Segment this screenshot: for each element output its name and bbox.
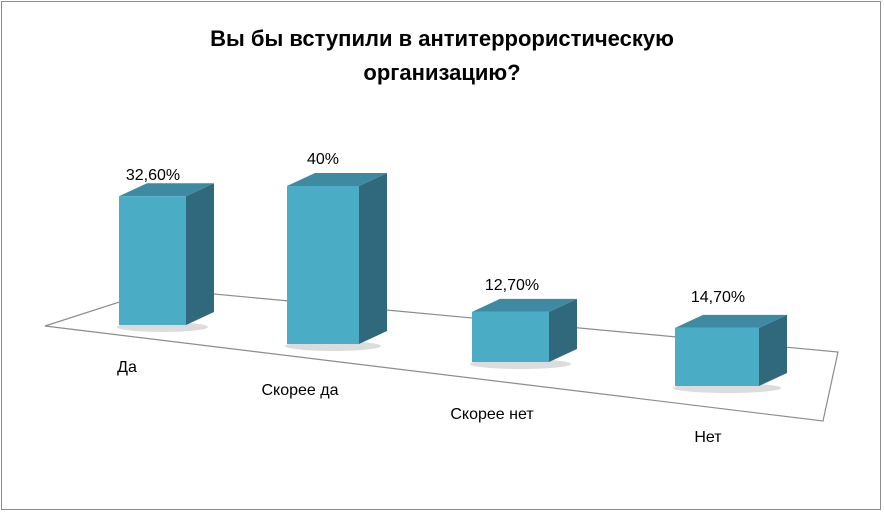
- bar-top: [675, 314, 787, 328]
- bar-front: [119, 196, 186, 325]
- category-label: Нет: [694, 429, 722, 446]
- labels-group: 32,60% Да 40% Скорее да 12,70% Скорее нет 14,7…: [117, 151, 745, 446]
- bar-4: [673, 314, 787, 393]
- chart-title: Вы бы вступили в антитеррористическую ор…: [0, 22, 884, 90]
- bars-group: [117, 173, 787, 393]
- category-label: Да: [117, 359, 137, 376]
- category-label: Скорее да: [261, 382, 338, 399]
- chart-title-line-2: организацию?: [363, 60, 521, 85]
- data-label: 14,70%: [691, 289, 745, 306]
- bar-side: [759, 314, 787, 386]
- bar-front: [472, 311, 549, 362]
- bar-2: [285, 173, 387, 351]
- data-label: 12,70%: [485, 277, 539, 294]
- bar-top: [119, 183, 214, 197]
- bar-top: [287, 173, 387, 186]
- bar-1: [117, 183, 214, 332]
- bar-3: [470, 298, 577, 369]
- data-label: 32,60%: [126, 167, 180, 184]
- category-label: Скорее нет: [450, 406, 534, 423]
- bar-top: [472, 298, 577, 312]
- bar-side: [359, 173, 387, 344]
- data-label: 40%: [307, 151, 339, 168]
- bar-front: [675, 327, 759, 386]
- bar-side: [186, 183, 214, 325]
- chart-title-line-1: Вы бы вступили в антитеррористическую: [210, 26, 674, 51]
- bar-front: [287, 186, 359, 344]
- bar-side: [549, 298, 577, 362]
